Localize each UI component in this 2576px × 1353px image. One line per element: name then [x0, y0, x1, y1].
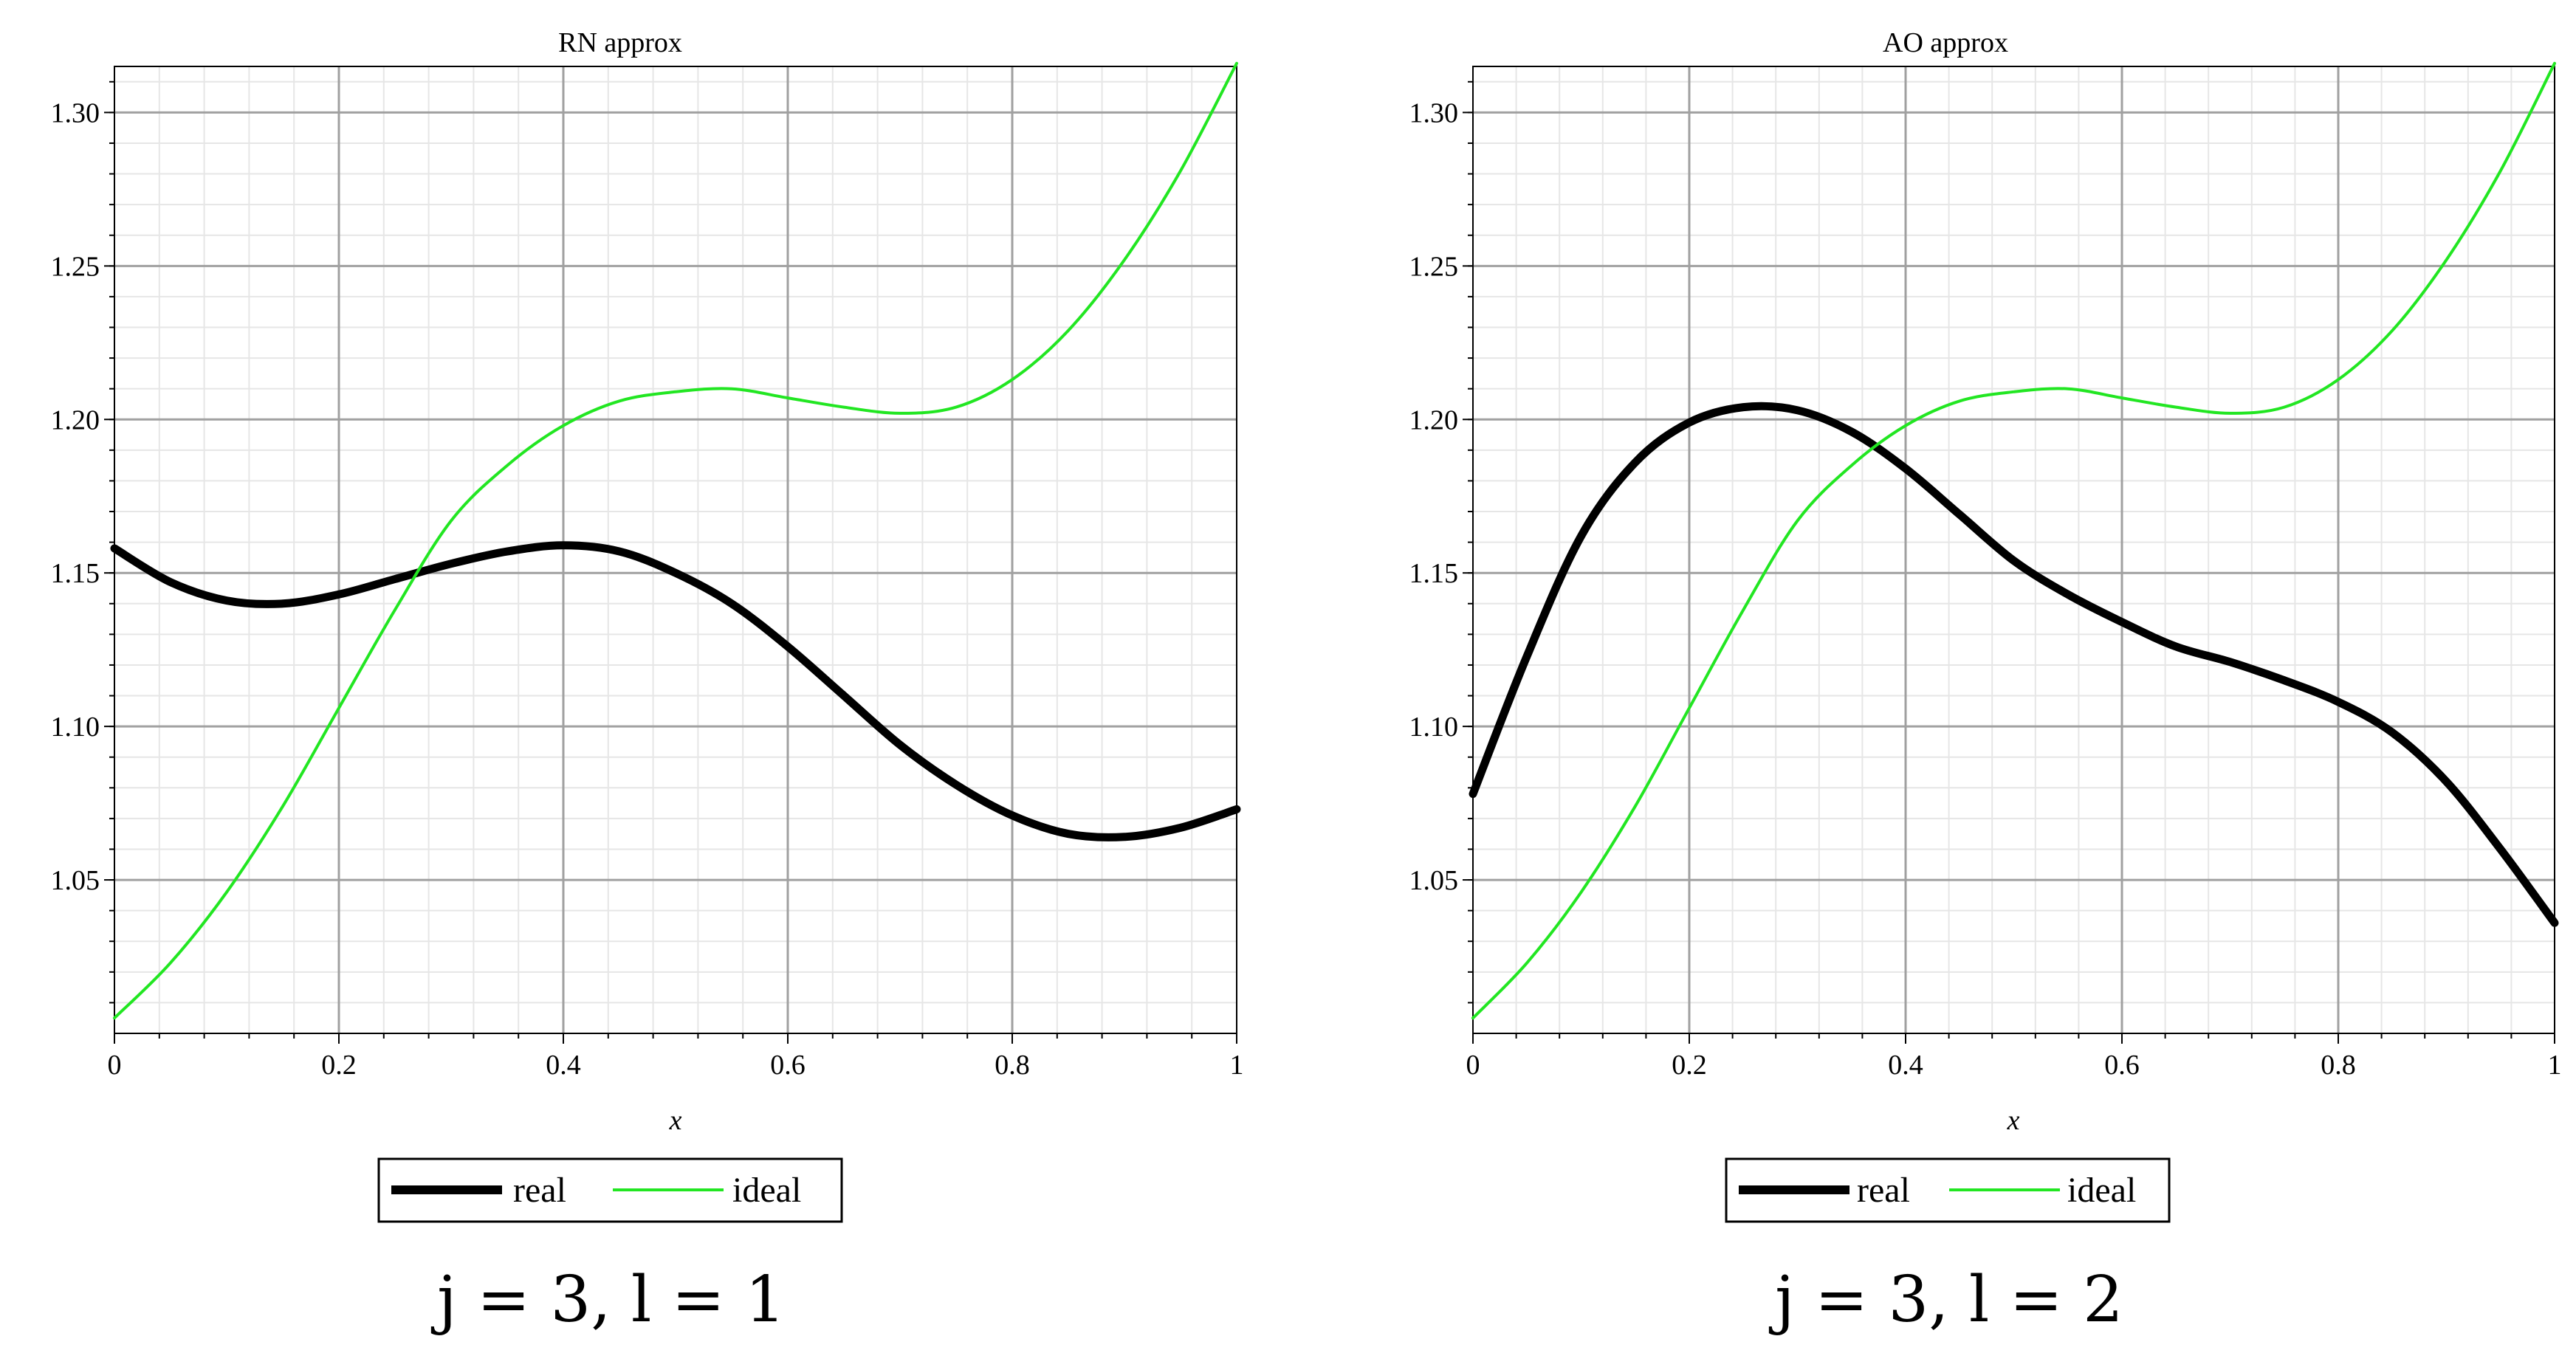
- y-tick-label: 1.05: [51, 865, 100, 896]
- series-line-real: [1469, 402, 2559, 927]
- x-tick-label: 0.4: [1888, 1050, 1923, 1081]
- plot-frame: [1472, 66, 2555, 1034]
- y-tick-label: 1.20: [1409, 404, 1459, 435]
- legend-label-ideal: ideal: [732, 1171, 801, 1210]
- chart-rn-approx: RN approx 0 0.2 0.4 0.6 0.8 1 1.05 1.10 1.15 1.20…: [51, 27, 1244, 1337]
- series-line-real: [110, 541, 1241, 841]
- y-tick-label: 1.25: [1409, 251, 1459, 282]
- chart-ao-approx: AO approx 0 0.2 0.4 0.6 0.8 1 1.05 1.10 1.15 1.20…: [1409, 27, 2562, 1337]
- chart-title: AO approx: [1883, 27, 2008, 58]
- legend-label-ideal: ideal: [2067, 1171, 2136, 1210]
- legend-label-real: real: [1857, 1171, 1910, 1210]
- plot-frame: [114, 66, 1237, 1034]
- series-line-ideal: [113, 61, 1238, 1020]
- x-tick-label: 0.2: [321, 1050, 357, 1081]
- y-tick-label: 1.20: [51, 404, 100, 435]
- legend-label-real: real: [513, 1171, 566, 1210]
- y-tick-label: 1.30: [51, 97, 100, 128]
- x-tick-label: 0.6: [2104, 1050, 2140, 1081]
- x-tick-label: 0.6: [770, 1050, 806, 1081]
- legend: real ideal: [1725, 1157, 2171, 1223]
- x-tick-label: 0.8: [2321, 1050, 2356, 1081]
- y-tick-label: 1.25: [51, 251, 100, 282]
- series-line-ideal: [1471, 61, 2556, 1020]
- x-tick-label: 1: [1230, 1050, 1244, 1081]
- y-tick-label: 1.15: [1409, 558, 1459, 589]
- y-tick-label: 1.05: [1409, 865, 1459, 896]
- y-tick-label: 1.30: [1409, 97, 1459, 128]
- x-tick-label: 0: [1466, 1050, 1480, 1081]
- chart-caption: j = 3, l = 2: [1768, 1263, 2123, 1337]
- y-tick-label: 1.15: [51, 558, 100, 589]
- legend: real ideal: [377, 1157, 843, 1223]
- x-tick-label: 0.8: [995, 1050, 1030, 1081]
- x-tick-label: 0.4: [546, 1050, 581, 1081]
- x-tick-label: 1: [2548, 1050, 2562, 1081]
- x-axis-label: x: [2007, 1105, 2020, 1136]
- chart-title: RN approx: [558, 27, 682, 58]
- x-axis-label: x: [669, 1105, 682, 1136]
- x-tick-label: 0: [108, 1050, 122, 1081]
- chart-caption: j = 3, l = 1: [430, 1263, 786, 1337]
- y-tick-label: 1.10: [51, 712, 100, 743]
- x-tick-label: 0.2: [1672, 1050, 1707, 1081]
- y-tick-label: 1.10: [1409, 712, 1459, 743]
